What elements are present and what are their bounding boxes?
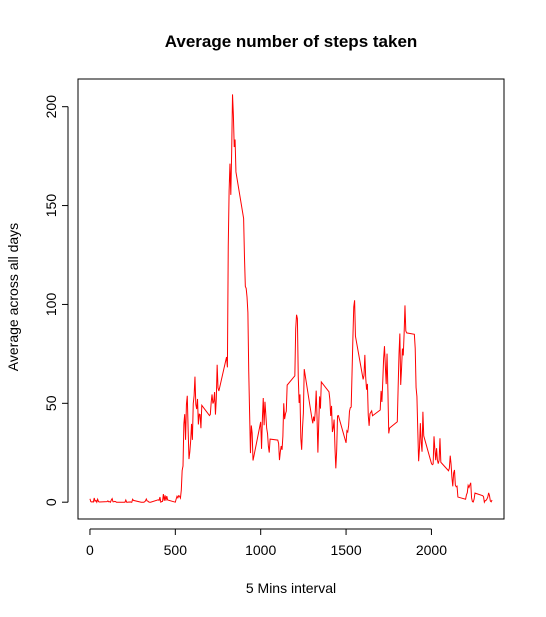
chart-title: Average number of steps taken	[165, 32, 418, 51]
x-tick-label: 500	[164, 542, 188, 558]
x-axis: 0 500 1000 1500 2000	[86, 528, 447, 558]
x-axis-label: 5 Mins interval	[246, 580, 336, 596]
y-tick-label: 0	[43, 498, 59, 506]
x-tick-label: 2000	[416, 542, 447, 558]
y-tick-label: 150	[43, 194, 59, 218]
y-tick-label: 100	[43, 293, 59, 317]
y-tick-label: 200	[43, 95, 59, 119]
y-axis: 0 50 100 150 200	[43, 95, 69, 506]
y-tick-label: 50	[43, 395, 59, 411]
x-tick-label: 1000	[245, 542, 276, 558]
x-tick-label: 1500	[330, 542, 361, 558]
y-axis-label: Average across all days	[5, 223, 21, 371]
plot-area-border	[77, 78, 505, 520]
series-line	[89, 94, 493, 504]
x-tick-label: 0	[86, 542, 94, 558]
